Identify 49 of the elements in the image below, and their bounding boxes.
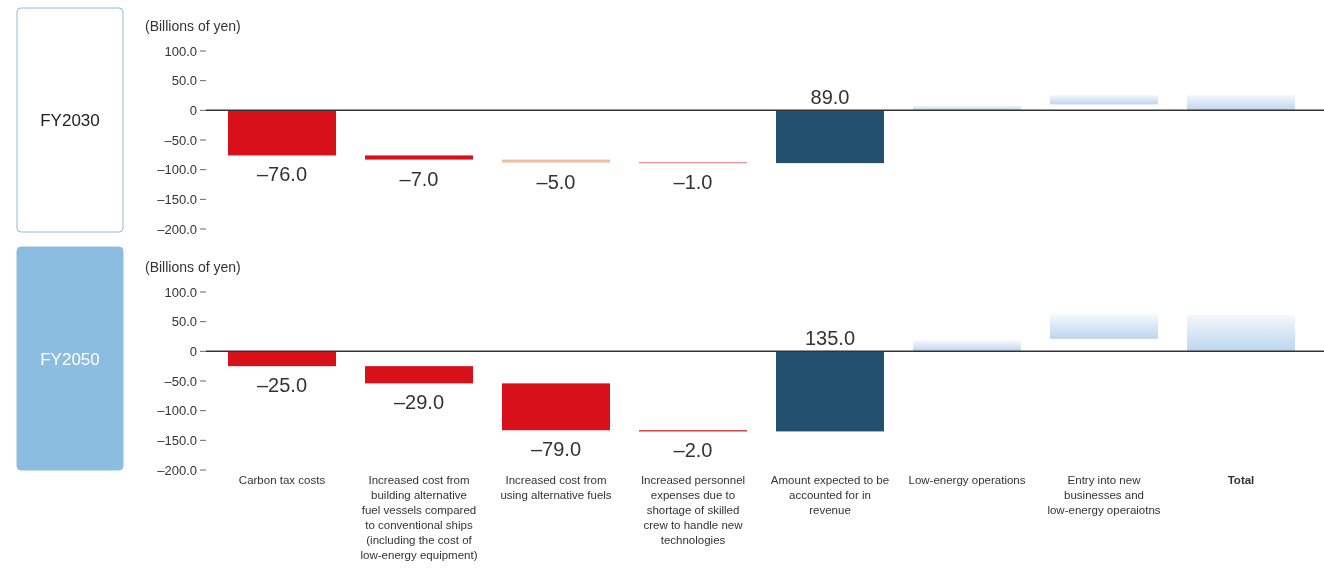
x-tick-label: Increased cost from using alternative fuels [500, 474, 612, 501]
y-tick-label: –200.0 [157, 221, 197, 237]
text: FY2050 [40, 349, 100, 369]
data-label: –2.0 [673, 439, 713, 462]
data-label: –1.0 [673, 171, 713, 194]
data-label: –79.0 [530, 438, 582, 461]
y-tick-label: 100.0 [164, 284, 197, 300]
y-axis-title: (Billions of yen) [145, 18, 241, 34]
bar [1050, 314, 1158, 339]
data-label: –29.0 [393, 391, 445, 414]
bar [776, 110, 884, 164]
bar [776, 351, 884, 432]
bar [228, 110, 336, 156]
y-tick-label: –50.0 [164, 373, 197, 389]
y-tick-label: 0 [189, 343, 197, 359]
bar [1187, 314, 1295, 352]
y-axis-title: (Billions of yen) [145, 259, 241, 275]
data-label: –76.0 [256, 163, 308, 186]
data-label: –5.0 [536, 170, 576, 193]
data-label: 89.0 [810, 86, 850, 109]
data-label: –25.0 [256, 374, 308, 397]
y-tick-label: –50.0 [164, 132, 197, 148]
data-label: –7.0 [399, 167, 439, 190]
bar [502, 383, 610, 431]
x-tick-label: Increased cost from building alternative fuel vessels compared to conventional ships (including the cost of low-energy equipment) [360, 474, 478, 561]
bar [365, 366, 473, 384]
y-tick-label: –100.0 [157, 403, 197, 419]
y-tick-label: 50.0 [171, 314, 197, 330]
x-tick-label: Carbon tax costs [238, 474, 326, 486]
x-tick-label: Low-energy operations [908, 474, 1026, 486]
bar [502, 159, 610, 163]
x-tick-label: Entry into new businesses and low-energy operaiotns [1047, 474, 1161, 516]
bar [913, 340, 1021, 352]
data-label: 135.0 [804, 327, 856, 350]
x-tick-label: Increased personnel expenses due to shortage of skilled crew to handle new technologies [640, 474, 746, 546]
bar [228, 351, 336, 367]
text: FY2030 [40, 111, 100, 130]
x-tick-label: Total [1227, 474, 1255, 486]
y-tick-label: –200.0 [157, 462, 197, 478]
y-tick-label: 50.0 [171, 73, 197, 89]
y-tick-label: –150.0 [157, 432, 197, 448]
y-tick-label: –100.0 [157, 162, 197, 178]
x-tick-label: Amount expected to be accounted for in revenue [770, 474, 890, 516]
bar [365, 155, 473, 160]
bar [1050, 94, 1158, 105]
bar [1187, 94, 1295, 111]
y-tick-label: –150.0 [157, 191, 197, 207]
y-tick-label: 0 [189, 102, 197, 118]
y-tick-label: 100.0 [164, 43, 197, 59]
